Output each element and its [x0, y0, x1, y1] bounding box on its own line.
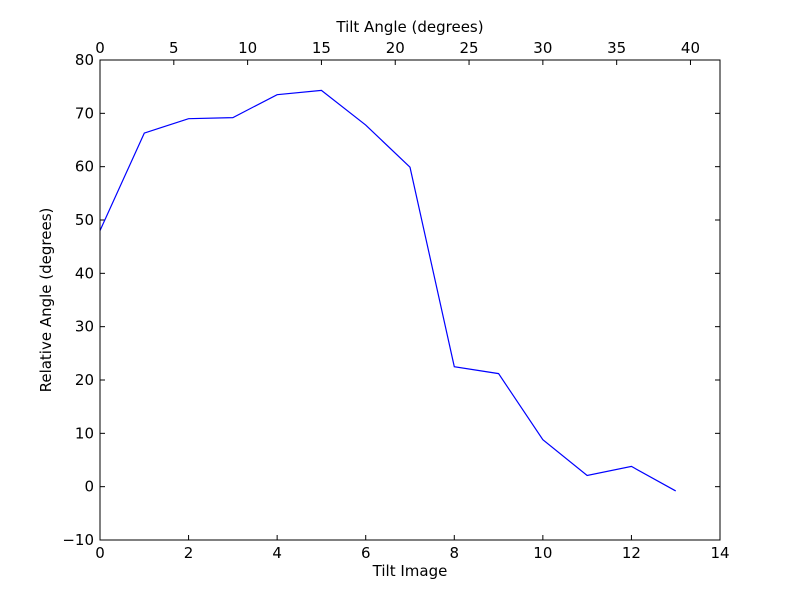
- x2-axis-title: Tilt Angle (degrees): [335, 18, 483, 36]
- x-tick-label: 8: [450, 544, 460, 562]
- x-tick-label: 12: [622, 544, 641, 562]
- tick-labels: 0 2 4 6 8 10 12 140 5 10 15 20 25 30 35 40−100102030405…: [62, 39, 729, 562]
- y-tick-label: 10: [75, 424, 94, 442]
- y-tick-label: 80: [75, 51, 94, 69]
- x2-tick-label: 0: [95, 39, 105, 57]
- x-tick-label: 10: [533, 544, 552, 562]
- y-tick-label: 50: [75, 211, 94, 229]
- y-tick-label: 40: [75, 264, 94, 282]
- x2-tick-label: 40: [681, 39, 700, 57]
- x2-tick-label: 15: [312, 39, 331, 57]
- x-tick-label: 14: [710, 544, 729, 562]
- y-tick-label: 20: [75, 371, 94, 389]
- x-axis-title: Tilt Image: [372, 562, 448, 580]
- x2-tick-label: 20: [386, 39, 405, 57]
- y-tick-label: −10: [62, 531, 94, 549]
- series-layer: [99, 89, 677, 492]
- plot-area: [100, 60, 720, 540]
- y-tick-label: 30: [75, 318, 94, 336]
- x2-tick-label: 25: [460, 39, 479, 57]
- y-tick-label: 60: [75, 158, 94, 176]
- x-tick-label: 2: [184, 544, 194, 562]
- x-tick-label: 0: [95, 544, 105, 562]
- y-axis-title: Relative Angle (degrees): [37, 208, 55, 393]
- plot-frame: [99, 59, 721, 541]
- y-tick-label: 0: [84, 478, 94, 496]
- x2-tick-label: 35: [607, 39, 626, 57]
- series-line: [99, 89, 677, 492]
- x-tick-label: 6: [361, 544, 371, 562]
- x-tick-label: 4: [272, 544, 282, 562]
- x2-tick-label: 10: [238, 39, 257, 57]
- y-tick-label: 70: [75, 104, 94, 122]
- x2-tick-label: 30: [533, 39, 552, 57]
- x2-tick-label: 5: [169, 39, 179, 57]
